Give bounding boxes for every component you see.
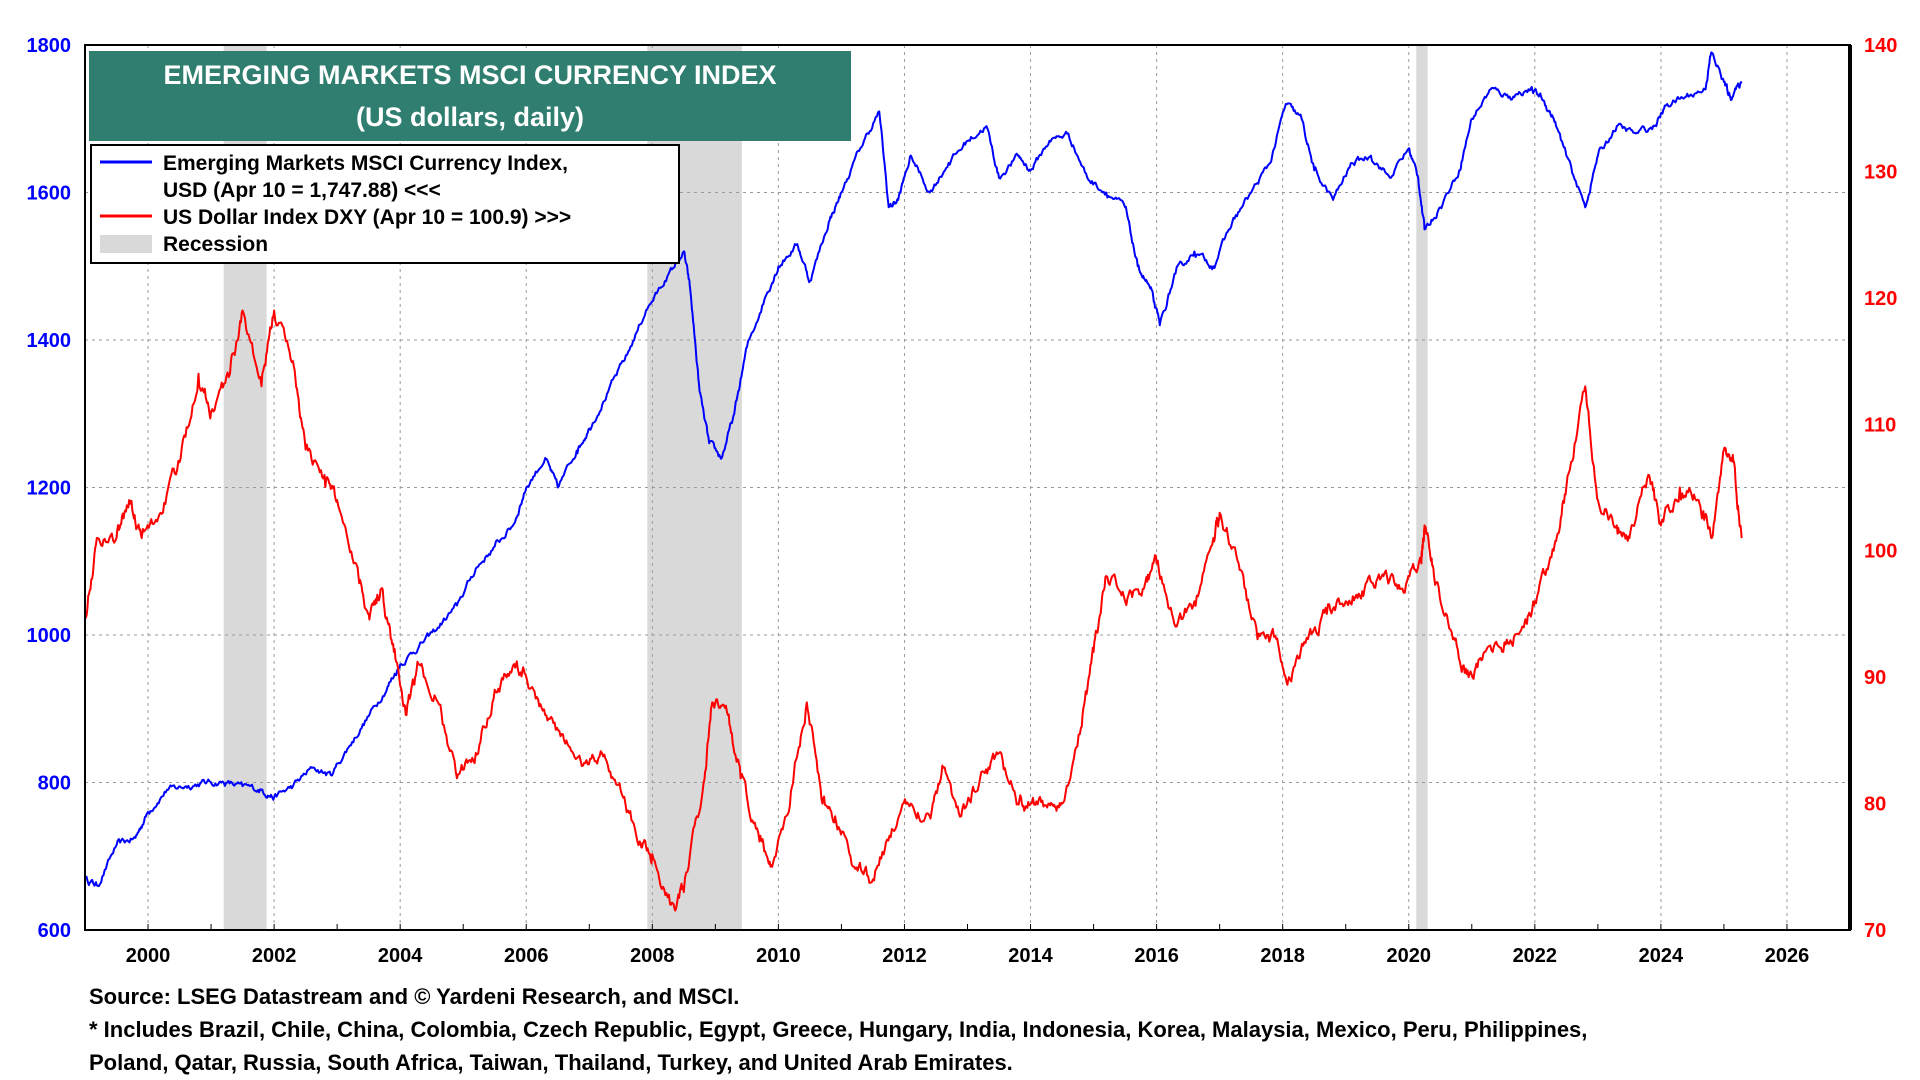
left-tick-label-1200: 1200 (27, 478, 72, 500)
footer-note-line1: * Includes Brazil, Chile, China, Colombi… (89, 1017, 1588, 1042)
left-tick-label-1000: 1000 (27, 625, 72, 647)
title-box (89, 51, 851, 141)
left-tick-label-1600: 1600 (27, 183, 72, 205)
series-line-dxy (84, 309, 1743, 912)
right-tick-label-120: 120 (1864, 288, 1897, 310)
x-tick-label-2012: 2012 (882, 945, 927, 967)
left-tick-label-1800: 1800 (27, 35, 72, 57)
right-tick-label-140: 140 (1864, 35, 1897, 57)
right-tick-label-70: 70 (1864, 920, 1886, 942)
x-tick-label-2006: 2006 (504, 945, 549, 967)
right-tick-label-130: 130 (1864, 161, 1897, 183)
series-line-emmsci (84, 51, 1743, 888)
legend-swatch-recession (100, 235, 152, 253)
legend-label-emmsci-line2: USD (Apr 10 = 1,747.88) <<< (163, 179, 441, 202)
series-lines (84, 51, 1743, 912)
left-tick-label-800: 800 (38, 773, 71, 795)
right-tick-label-80: 80 (1864, 794, 1886, 816)
x-tick-label-2022: 2022 (1513, 945, 1558, 967)
footer-source: Source: LSEG Datastream and © Yardeni Re… (89, 984, 740, 1009)
axis-ticks: 2000 2002 2004 2006 2008 2010 2012 2014 2016 2018… (27, 35, 1898, 967)
right-tick-label-90: 90 (1864, 667, 1886, 689)
legend-label-dxy: US Dollar Index DXY (Apr 10 = 100.9) >>> (163, 206, 571, 229)
x-tick-label-2004: 2004 (378, 945, 423, 967)
x-tick-label-2014: 2014 (1008, 945, 1053, 967)
chart-subtitle: (US dollars, daily) (356, 102, 584, 132)
footer-note-line2: Poland, Qatar, Russia, South Africa, Tai… (89, 1050, 1013, 1075)
recession-band-2 (1416, 45, 1428, 930)
x-tick-label-2000: 2000 (126, 945, 171, 967)
right-tick-label-110: 110 (1864, 414, 1896, 436)
x-tick-label-2026: 2026 (1765, 945, 1810, 967)
chart-title: EMERGING MARKETS MSCI CURRENCY INDEX (163, 60, 776, 90)
right-tick-label-100: 100 (1864, 541, 1897, 563)
x-tick-label-2008: 2008 (630, 945, 675, 967)
x-tick-label-2018: 2018 (1260, 945, 1305, 967)
x-tick-label-2002: 2002 (252, 945, 297, 967)
left-tick-label-1400: 1400 (27, 330, 72, 352)
legend-box (90, 144, 680, 264)
x-tick-label-2024: 2024 (1639, 945, 1684, 967)
x-tick-label-2010: 2010 (756, 945, 801, 967)
legend-label-recession: Recession (163, 233, 268, 256)
x-tick-label-2016: 2016 (1134, 945, 1179, 967)
x-tick-label-2020: 2020 (1387, 945, 1432, 967)
left-tick-label-600: 600 (38, 920, 71, 942)
chart-svg: 2000 2002 2004 2006 2008 2010 2012 2014 2016 2018… (26, 35, 1898, 967)
legend-label-emmsci-line1: Emerging Markets MSCI Currency Index, (163, 152, 568, 175)
